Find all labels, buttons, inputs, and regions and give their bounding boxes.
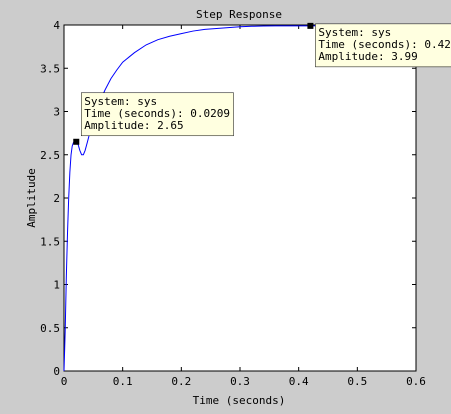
y-tick-label: 3.5 bbox=[40, 62, 60, 75]
x-axis-label: Time (seconds) bbox=[193, 394, 286, 407]
x-tick-label: 0.3 bbox=[230, 375, 250, 388]
datatip-box bbox=[315, 23, 451, 68]
y-tick-label: 1 bbox=[53, 279, 60, 292]
y-tick-label: 4 bbox=[53, 19, 60, 32]
x-tick-label: 0.2 bbox=[171, 375, 191, 388]
y-tick-label: 1.5 bbox=[40, 235, 60, 248]
chart-title: Step Response bbox=[196, 8, 282, 21]
x-tick-label: 0.1 bbox=[113, 375, 133, 388]
datatip-marker[interactable] bbox=[73, 138, 80, 145]
datatip-line: Amplitude: 2.65 bbox=[84, 119, 183, 132]
datatip-marker[interactable] bbox=[307, 22, 314, 29]
y-tick-label: 3 bbox=[53, 106, 60, 119]
y-axis-label: Amplitude bbox=[25, 168, 38, 228]
datatip-line: Amplitude: 3.99 bbox=[318, 50, 417, 63]
y-tick-label: 2 bbox=[53, 192, 60, 205]
y-tick-label: 0 bbox=[53, 365, 60, 378]
x-tick-label: 0 bbox=[61, 375, 68, 388]
y-tick-label: 2.5 bbox=[40, 149, 60, 162]
datatip-line: Time (seconds): 0.42 bbox=[318, 38, 450, 51]
series-layer bbox=[63, 24, 417, 372]
axis-ticks: 0 0.1 0.2 0.3 0.4 0.5 0.6 0 0.5 1 1.5 2 2.5 3 3.5 4 bbox=[40, 19, 426, 388]
plot-area[interactable] bbox=[63, 24, 417, 372]
x-tick-label: 0.6 bbox=[406, 375, 426, 388]
y-tick-label: 0.5 bbox=[40, 322, 60, 335]
datatip-line: System: sys bbox=[84, 95, 157, 108]
datatip-line: System: sys bbox=[318, 26, 391, 39]
x-tick-label: 0.5 bbox=[347, 375, 367, 388]
datatip-line: Time (seconds): 0.0209 bbox=[84, 107, 230, 120]
datatip-box bbox=[81, 92, 234, 137]
x-tick-label: 0.4 bbox=[289, 375, 309, 388]
series-line bbox=[63, 24, 417, 372]
